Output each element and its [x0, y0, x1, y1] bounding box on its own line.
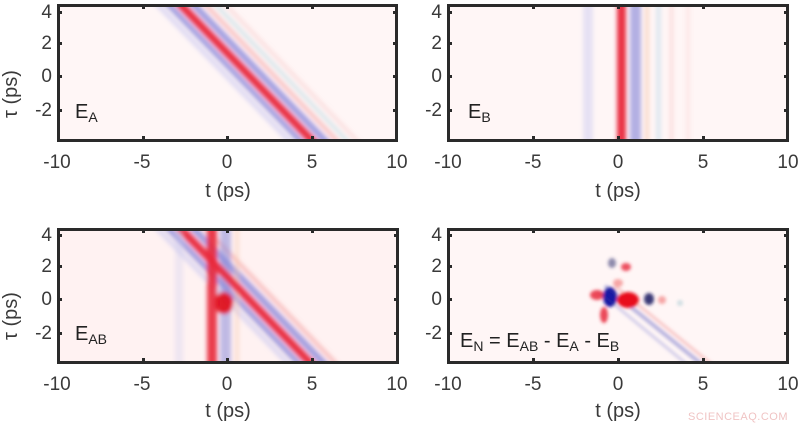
plot-area-eb: [447, 4, 789, 142]
x-axis-label-eb: t (ps): [595, 180, 641, 202]
panel-label-eab: EAB: [75, 323, 108, 347]
plot-area-ea: [57, 4, 398, 142]
watermark: SCIENCEAQ.COM: [687, 411, 788, 423]
y-axis-label-ea: τ (ps): [0, 70, 22, 118]
y-axis-label-eab: τ (ps): [0, 292, 22, 340]
heatmap-ea: [156, 7, 359, 139]
plot-area-eab: [57, 228, 399, 364]
panel-label-ea: EA: [75, 101, 98, 125]
heatmap-eb: [583, 7, 691, 139]
x-axis-label-ea: t (ps): [205, 180, 251, 202]
panel-label-eb: EB: [468, 101, 491, 125]
x-axis-label-eab: t (ps): [205, 400, 251, 422]
heatmap-eab: [156, 231, 337, 361]
panel-label-en: EN = EAB - EA - EB: [460, 330, 620, 354]
heatmap-en: [590, 258, 711, 361]
x-axis-label-en: t (ps): [595, 400, 641, 422]
